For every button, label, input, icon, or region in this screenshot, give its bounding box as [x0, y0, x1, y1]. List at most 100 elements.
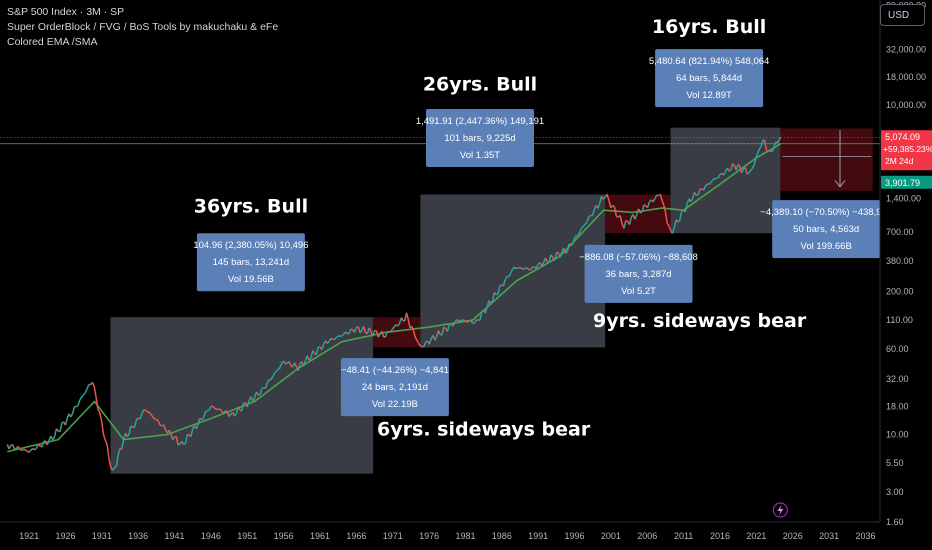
indicator-label-orderblock[interactable]: Super OrderBlock / FVG / BoS Tools by ma…: [7, 21, 279, 33]
measure-box-loss: [605, 194, 671, 234]
info-box-line: Vol 19.56B: [228, 274, 274, 285]
price-segment: [586, 216, 590, 222]
price-segment: [384, 331, 388, 338]
price-segment: [84, 388, 88, 394]
price-segment: [139, 413, 143, 420]
price-segment: [443, 326, 447, 330]
x-tick-label: 1951: [237, 531, 257, 541]
price-segment: [468, 319, 472, 322]
price-segment: [115, 454, 119, 467]
price-segment: [26, 450, 30, 453]
y-tick-label: 5.50: [886, 458, 904, 468]
measure-info-box: 104.96 (2,380.05%) 10,496 145 bars, 13,24…: [193, 233, 308, 292]
measure-box-loss: [780, 128, 873, 191]
measure-info-box: −4,389.10 (−70.50%) −438,910 50 bars, 4,5…: [760, 200, 892, 259]
current-price-tag: [881, 130, 932, 171]
x-tick-label: 2011: [674, 531, 693, 541]
price-segment: [559, 252, 563, 258]
price-segment: [255, 391, 259, 396]
price-segment: [411, 325, 415, 331]
price-segment: [261, 387, 264, 390]
price-tag-group: 5,074.09 +59,385.23% 2M 24d: [881, 130, 932, 171]
price-segment: [517, 266, 521, 269]
price-segment: [279, 362, 283, 368]
x-tick-label: 1946: [201, 531, 221, 541]
price-segment: [19, 448, 23, 452]
price-axis: [880, 0, 932, 550]
x-tick-label: 1986: [492, 531, 512, 541]
price-segment: [702, 185, 707, 191]
price-segment: [159, 424, 163, 427]
price-segment: [470, 319, 474, 324]
price-segment: [491, 292, 496, 301]
price-segment: [712, 178, 715, 181]
price-segment: [405, 312, 410, 320]
price-segment: [133, 419, 138, 428]
price-segment: [17, 446, 21, 450]
info-box-line: 101 bars, 9,225d: [444, 133, 515, 144]
currency-button[interactable]: USD: [880, 4, 925, 26]
y-tick-label: 60.00: [886, 344, 909, 354]
info-box-line: Vol 12.89T: [686, 90, 732, 101]
price-segment: [375, 330, 379, 338]
x-tick-label: 1966: [346, 531, 366, 541]
price-segment: [117, 448, 121, 455]
price-segment: [521, 267, 524, 271]
y-tick-label: 32,000.00: [886, 44, 926, 54]
price-segment: [691, 192, 696, 199]
price-segment: [446, 324, 450, 332]
price-segment: [112, 467, 116, 471]
price-segment: [86, 384, 90, 390]
price-segment: [681, 209, 684, 212]
info-box-line: Vol 199.66B: [801, 241, 852, 252]
price-segment: [502, 279, 506, 287]
price-segment: [37, 443, 41, 447]
price-segment: [459, 319, 463, 322]
x-tick-label: 1981: [455, 531, 475, 541]
y-tick-label: 1,400.00: [886, 194, 921, 204]
price-segment: [155, 418, 159, 422]
price-segment: [343, 331, 347, 335]
price-segment: [46, 440, 50, 446]
projection-arrowhead: [834, 180, 846, 188]
price-segment: [581, 225, 585, 229]
price-segment: [553, 253, 558, 261]
price-segment: [99, 412, 103, 421]
price-segment: [277, 366, 281, 370]
price-segment: [359, 330, 363, 334]
y-tick-label: 10.00: [886, 430, 909, 440]
price-segment: [23, 448, 26, 451]
price-segment: [393, 324, 397, 328]
price-segment: [570, 243, 573, 246]
price-segment: [484, 305, 488, 314]
price-segment: [219, 408, 223, 412]
price-segment: [273, 370, 277, 374]
x-tick-label: 2026: [783, 531, 803, 541]
price-segment: [416, 339, 420, 344]
info-box-bg: [584, 244, 693, 303]
price-segment: [187, 433, 190, 436]
price-segment: [126, 433, 130, 438]
symbol-title[interactable]: S&P 500 Index · 3M · SP: [7, 6, 125, 18]
price-segment: [453, 319, 458, 324]
price-segment: [654, 194, 658, 199]
x-tick-label: 1936: [128, 531, 148, 541]
x-tick-label: 1976: [419, 531, 439, 541]
price-segment: [333, 336, 337, 341]
price-segment: [547, 261, 550, 264]
price-segment: [77, 399, 81, 406]
price-segment: [664, 212, 668, 224]
indicator-label-ema[interactable]: Colored EMA /SMA: [7, 36, 98, 48]
price-segment: [390, 328, 394, 333]
price-segment: [473, 319, 478, 324]
price-segment: [671, 227, 675, 234]
level-tag: [881, 175, 932, 189]
info-box-line: Vol 22.19B: [372, 399, 418, 410]
price-segment: [677, 220, 681, 223]
price-segment: [441, 327, 445, 336]
price-segment: [114, 465, 117, 469]
x-tick-label: 1921: [19, 531, 39, 541]
price-segment: [541, 262, 545, 267]
info-box-line: 36 bars, 3,287d: [606, 269, 672, 280]
